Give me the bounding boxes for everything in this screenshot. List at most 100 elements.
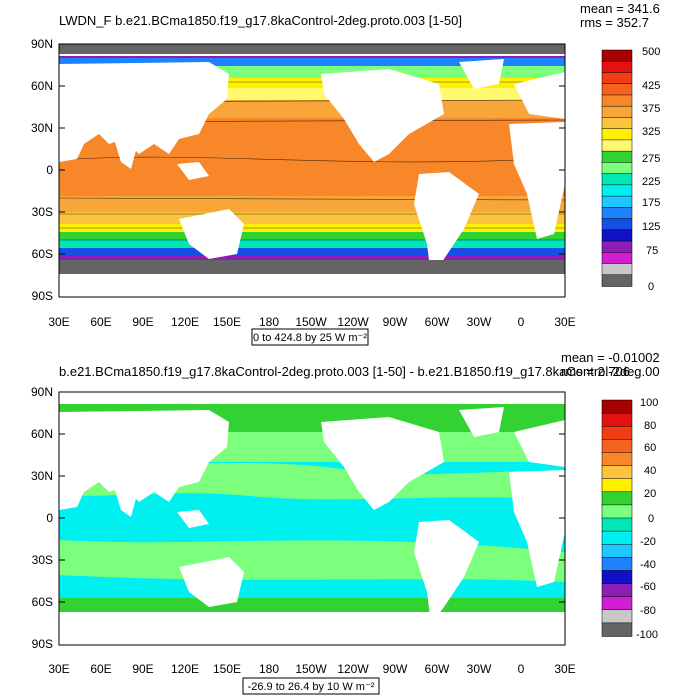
colorbar-swatch [601, 162, 633, 175]
lon-label: 30W [467, 662, 492, 676]
bottom-colorbar-labels: 100 80 60 40 20 0 -20 -40 -60 -80 -100 [636, 397, 658, 641]
colorbar-swatch [601, 150, 633, 164]
bottom-map-field [59, 392, 565, 645]
lat-label: 60N [31, 427, 53, 441]
lon-label: 150W [295, 315, 327, 329]
lon-label: 120W [337, 662, 369, 676]
colorbar-swatch [601, 173, 633, 186]
lon-label: 180 [259, 315, 279, 329]
lat-label: 0 [46, 163, 53, 177]
colorbar-swatch [601, 128, 633, 141]
colorbar-swatch [601, 240, 633, 254]
colorbar-label: 225 [642, 176, 660, 188]
lon-label: 90E [132, 662, 153, 676]
colorbar-swatch [601, 252, 633, 265]
top-colorbar-labels: 500 425 375 325 275 225 175 125 75 0 [642, 46, 660, 293]
colorbar-label: -20 [640, 536, 656, 548]
colorbar-swatch [601, 530, 633, 545]
lon-label: 120W [337, 315, 369, 329]
lon-label: 90W [383, 315, 408, 329]
bottom-rms: rms = 2.706 [561, 364, 630, 379]
colorbar-swatch [601, 570, 633, 585]
colorbar-swatch [601, 399, 633, 414]
top-title: LWDN_F b.e21.BCma1850.f19_g17.8kaControl… [59, 13, 462, 28]
colorbar-swatch [601, 622, 633, 637]
lon-label: 30E [554, 662, 575, 676]
lon-label: 60E [90, 315, 111, 329]
colorbar-label: 20 [644, 488, 656, 500]
top-ticks [59, 43, 565, 255]
colorbar-swatch [601, 452, 633, 467]
lon-label: 90W [383, 662, 408, 676]
bottom-mean: mean = -0.01002 [561, 350, 660, 365]
colorbar-swatch [601, 72, 633, 85]
colorbar-swatch [601, 195, 633, 209]
colorbar-label: 125 [642, 221, 660, 233]
colorbar-swatch [601, 83, 633, 96]
colorbar-swatch [601, 504, 633, 519]
colorbar-swatch [601, 49, 633, 62]
lon-label: 60W [425, 315, 450, 329]
colorbar-label: 40 [644, 465, 656, 477]
colorbar-label: 500 [642, 46, 660, 58]
lat-label: 30N [31, 121, 53, 135]
colorbar-swatch [601, 543, 633, 559]
colorbar-label: 325 [642, 126, 660, 138]
bottom-colorbar [601, 399, 633, 637]
colorbar-swatch [601, 94, 633, 107]
top-range-label: 0 to 424.8 by 25 W m⁻² [253, 332, 367, 344]
colorbar-label: 425 [642, 80, 660, 92]
lat-label: 30S [32, 553, 53, 567]
colorbar-swatch [601, 583, 633, 598]
lat-label: 30S [32, 205, 53, 219]
colorbar-swatch [601, 60, 633, 74]
top-lon-labels: 30E 60E 90E 120E 150E 180 150W 120W 90W … [48, 315, 575, 329]
colorbar-swatch [601, 465, 633, 480]
colorbar-swatch [601, 105, 633, 119]
colorbar-label: 175 [642, 197, 660, 209]
colorbar-label: 275 [642, 153, 660, 165]
lon-label: 30E [48, 315, 69, 329]
colorbar-swatch [601, 439, 633, 454]
lon-label: 60E [90, 662, 111, 676]
colorbar-label: -100 [636, 629, 658, 641]
lat-label: 90S [32, 289, 53, 303]
colorbar-swatch [601, 412, 633, 427]
top-mean: mean = 341.6 [580, 1, 660, 16]
bottom-panel: b.e21.BCma1850.f19_g17.8kaControl-2deg.p… [31, 350, 660, 695]
lon-label: 60W [425, 662, 450, 676]
colorbar-swatch [601, 274, 633, 287]
lat-label: 90N [31, 385, 53, 399]
lat-label: 90N [31, 37, 53, 51]
colorbar-swatch [601, 491, 633, 506]
top-panel: LWDN_F b.e21.BCma1850.f19_g17.8kaControl… [31, 1, 660, 346]
colorbar-swatch [601, 184, 633, 197]
colorbar-label: 100 [640, 397, 658, 409]
colorbar-label: 375 [642, 103, 660, 115]
lat-label: 30N [31, 469, 53, 483]
colorbar-swatch [601, 139, 633, 152]
lon-label: 150W [295, 662, 327, 676]
colorbar-swatch [601, 517, 633, 532]
bottom-range-label: -26.9 to 26.4 by 10 W m⁻² [248, 681, 375, 693]
colorbar-swatch [601, 207, 633, 220]
colorbar-swatch [601, 425, 633, 441]
colorbar-label: -40 [640, 559, 656, 571]
colorbar-label: 0 [648, 513, 654, 525]
lat-label: 60N [31, 79, 53, 93]
lon-label: 30E [48, 662, 69, 676]
colorbar-label: 80 [644, 420, 656, 432]
colorbar-label: 0 [648, 281, 654, 293]
lon-label: 90E [132, 315, 153, 329]
top-range-box [251, 328, 369, 346]
colorbar-swatch [601, 117, 633, 130]
bottom-lon-labels: 30E 60E 90E 120E 150E 180 150W 120W 90W … [48, 662, 575, 676]
colorbar-swatch [601, 609, 633, 624]
lon-label: 120E [171, 662, 199, 676]
lon-label: 180 [259, 662, 279, 676]
colorbar-swatch [601, 218, 633, 231]
lon-label: 150E [213, 662, 241, 676]
colorbar-swatch [601, 478, 633, 493]
lon-label: 120E [171, 315, 199, 329]
